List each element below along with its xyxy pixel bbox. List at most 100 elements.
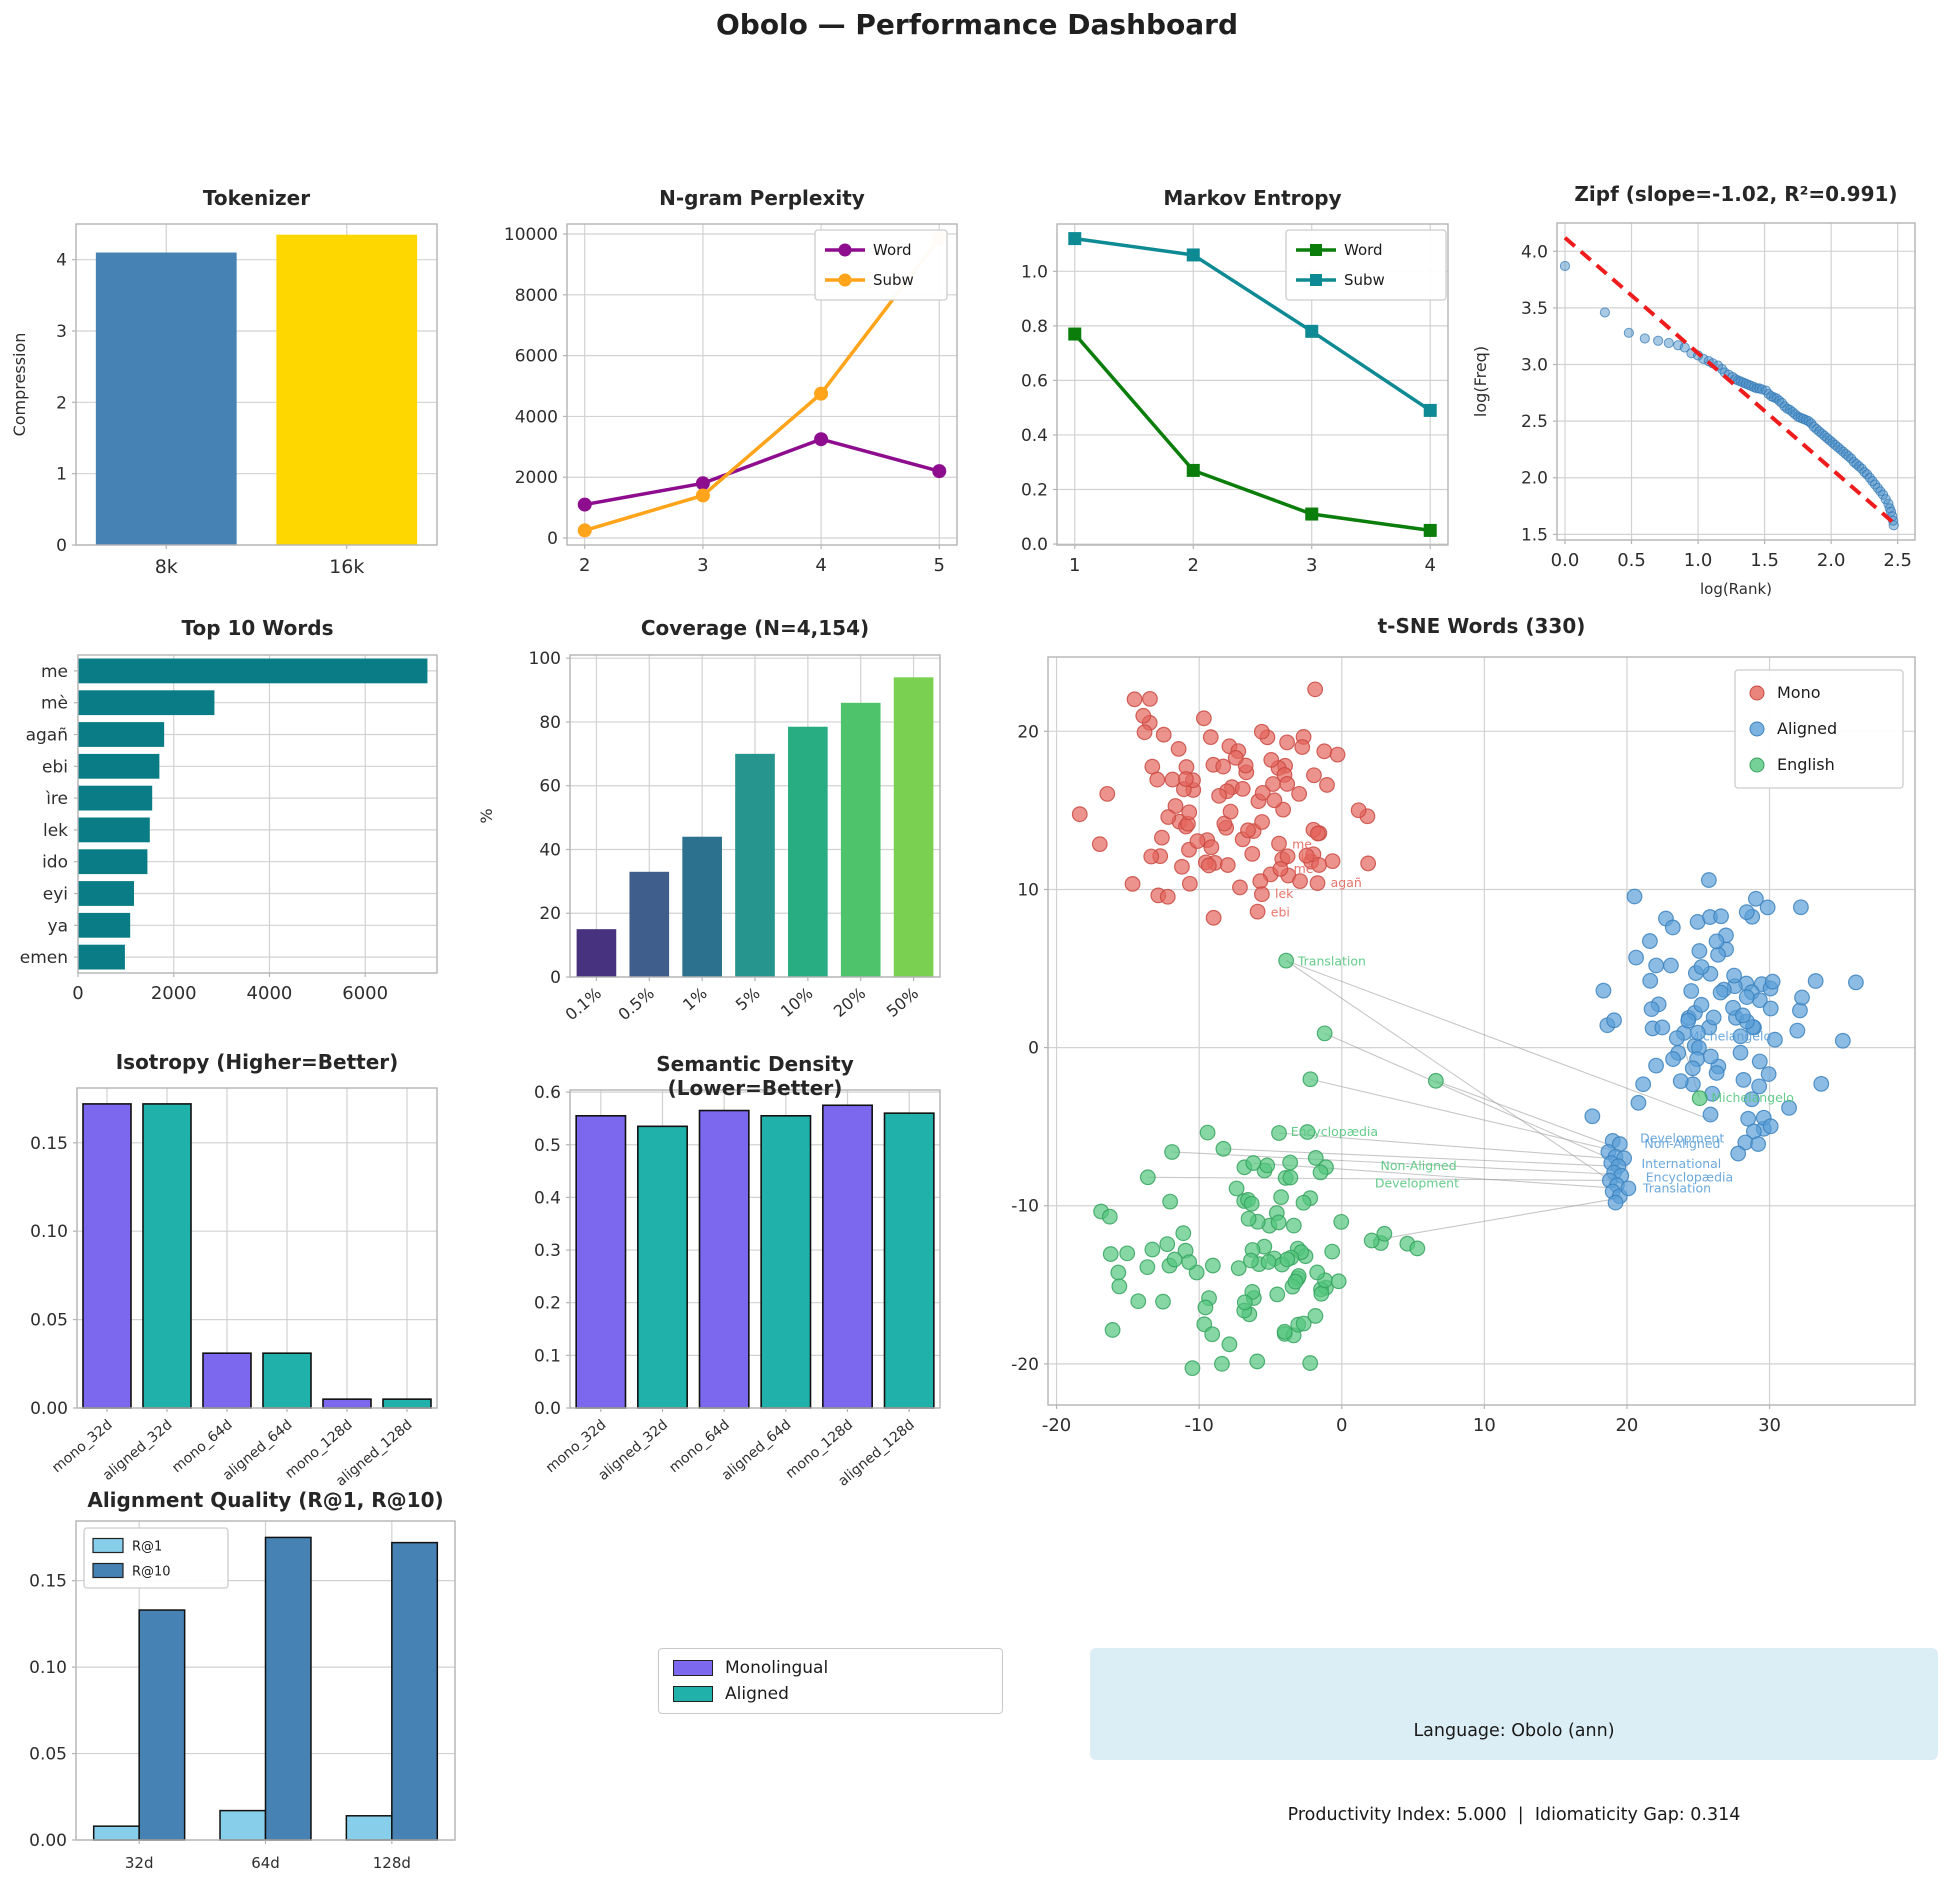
svg-text:0.1: 0.1	[534, 1346, 561, 1366]
svg-text:0.05: 0.05	[30, 1311, 68, 1331]
svg-text:mè: mè	[41, 694, 68, 714]
svg-text:-20: -20	[1011, 1355, 1039, 1375]
series-Word	[577, 432, 947, 512]
series-R@10	[138, 1536, 439, 1841]
annotation-Michelangelo: Michelangelo	[1689, 1029, 1772, 1044]
svg-text:%: %	[477, 808, 496, 823]
svg-text:0.4: 0.4	[534, 1188, 561, 1208]
annotation-International: International	[1642, 1156, 1722, 1171]
bar-mono_64d	[202, 1352, 252, 1409]
bar-me	[78, 658, 428, 684]
bar-mono_32d	[575, 1114, 627, 1409]
tick-labels: 0.0 0.5 1.0 1.5 2.0 2.5 1.5 2.0 2.5 3.0 3.5 4.0 log(…	[1471, 242, 1912, 598]
bar-ido	[78, 849, 148, 875]
chart-title-tsne: t-SNE Words (330)	[1377, 614, 1586, 638]
svg-text:ebi: ebi	[42, 757, 68, 777]
chart-zipf: Zipf (slope=-1.02, R²=0.991) 0.0 0.5 1.0 1.…	[1460, 150, 1954, 620]
svg-text:0: 0	[1336, 1415, 1347, 1436]
tsne-connector-lines	[1147, 960, 1713, 1242]
svg-text:2.0: 2.0	[1521, 469, 1548, 489]
svg-text:4000: 4000	[515, 407, 558, 427]
svg-text:0: 0	[56, 536, 67, 556]
svg-text:R@10: R@10	[132, 1565, 171, 1580]
bar-32d-R@10	[138, 1609, 186, 1841]
bar-8k	[95, 252, 237, 545]
info-productivity: Productivity Index: 5.000 | Idiomaticity…	[1287, 1805, 1741, 1825]
svg-text:0: 0	[547, 529, 558, 549]
chart-canvas-semdensity: mono_32daligned_32dmono_64daligned_64dmo…	[534, 1083, 941, 1490]
svg-text:0.0: 0.0	[1021, 535, 1048, 555]
svg-text:40: 40	[539, 840, 561, 860]
bar-64d-R@1	[219, 1809, 267, 1841]
svg-text:Mono: Mono	[1777, 683, 1821, 702]
monolingual-label: Monolingual	[725, 1658, 829, 1678]
svg-text:0.2: 0.2	[534, 1294, 561, 1314]
tick-labels: 32d 64d 128d 0.00 0.05 0.10 0.15	[29, 1572, 411, 1872]
svg-text:2.0: 2.0	[1817, 550, 1846, 571]
svg-text:0.05: 0.05	[29, 1745, 67, 1765]
svg-text:emen: emen	[20, 948, 68, 968]
bar-mono_64d	[698, 1109, 750, 1409]
zipf-fit-line	[1563, 236, 1900, 528]
svg-text:0.10: 0.10	[29, 1658, 67, 1678]
svg-text:2000: 2000	[151, 983, 197, 1004]
svg-text:2: 2	[1188, 555, 1199, 576]
series-Subw	[1068, 232, 1437, 417]
chart-canvas-top_words: 0 2000 4000 6000 me mè agañ ebi ìre lek ido eyi ya em…	[20, 654, 438, 1004]
bar-mono_128d	[322, 1398, 372, 1409]
svg-text:0: 0	[72, 983, 83, 1004]
bar-64d-R@10	[264, 1536, 312, 1841]
bar-aligned_128d	[883, 1112, 935, 1409]
bar-aligned_32d	[637, 1125, 688, 1409]
svg-text:Compression: Compression	[10, 333, 29, 437]
bars	[78, 658, 428, 970]
legend-item-monolingual: Monolingual	[673, 1658, 988, 1678]
series-R@1	[92, 1809, 393, 1841]
svg-text:20%: 20%	[830, 984, 869, 1021]
svg-text:4: 4	[56, 251, 67, 271]
svg-text:2000: 2000	[515, 468, 558, 488]
svg-text:R@1: R@1	[132, 1540, 162, 1555]
gridlines	[567, 224, 957, 545]
svg-text:ido: ido	[42, 853, 68, 873]
svg-text:0.1%: 0.1%	[562, 984, 605, 1025]
tick-labels: 8k 16k 0 1 2 3 4 Compression	[10, 251, 364, 578]
annotation-Michelangelo: Michelangelo	[1711, 1090, 1794, 1105]
chart-canvas-isotropy: mono_32daligned_32dmono_64daligned_64dmo…	[30, 1087, 438, 1490]
bar-128d-R@10	[391, 1541, 439, 1841]
embedding-color-legend: Monolingual Aligned	[658, 1648, 1003, 1714]
svg-text:eyi: eyi	[43, 885, 68, 905]
svg-text:1%: 1%	[679, 984, 711, 1015]
bar-16k	[276, 234, 418, 545]
gridlines	[1557, 223, 1915, 540]
svg-text:2.5: 2.5	[1521, 412, 1548, 432]
cluster-mono	[1071, 681, 1377, 926]
svg-text:0.00: 0.00	[30, 1399, 68, 1419]
chart-canvas-tsne: meìremèagañlekebiTranslationEncyclopædia…	[1011, 656, 1916, 1436]
bar-32d-R@1	[92, 1825, 140, 1841]
chart-canvas-alignment: 32d 64d 128d 0.00 0.05 0.10 0.15 R@1 R@10	[29, 1520, 456, 1872]
chart-title-alignment: Alignment Quality (R@1, R@10)	[87, 1488, 444, 1512]
bar-mono_32d	[82, 1103, 132, 1409]
svg-text:-10: -10	[1184, 1415, 1213, 1436]
svg-text:0.15: 0.15	[30, 1134, 68, 1154]
bar-0.1%	[576, 929, 617, 977]
annotation-Translation: Translation	[1642, 1180, 1711, 1195]
chart-title-coverage: Coverage (N=4,154)	[640, 616, 870, 640]
svg-text:2: 2	[579, 555, 590, 576]
chart-tokenizer: Tokenizer 8k 16k 0 1 2 3 4 Compression	[0, 150, 470, 610]
chart-title-zipf: Zipf (slope=-1.02, R²=0.991)	[1574, 182, 1898, 206]
chart-title-ngram: N-gram Perplexity	[659, 186, 865, 210]
bar-1%	[682, 836, 722, 977]
annotation-Development: Development	[1640, 1131, 1724, 1146]
svg-text:lek: lek	[43, 821, 68, 841]
chart-title-markov: Markov Entropy	[1163, 186, 1342, 210]
annotation-ìre: ìre	[1300, 848, 1317, 863]
chart-canvas-zipf: 0.0 0.5 1.0 1.5 2.0 2.5 1.5 2.0 2.5 3.0 3.5 4.0 log(…	[1471, 222, 1916, 598]
chart-canvas-ngram: 2 3 4 5 0 2000 4000 6000 8000 10000 Word Subw	[504, 223, 958, 576]
svg-text:ìre: ìre	[45, 789, 68, 809]
bars	[95, 234, 418, 545]
svg-text:3: 3	[56, 322, 67, 342]
svg-text:0.6: 0.6	[1021, 371, 1048, 391]
svg-text:agañ: agañ	[26, 726, 68, 746]
